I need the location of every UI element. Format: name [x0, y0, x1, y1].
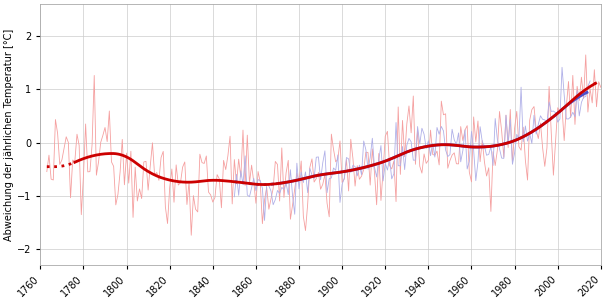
Y-axis label: Abweichung der jährlichen Temperatur [°C]: Abweichung der jährlichen Temperatur [°C… — [4, 28, 14, 241]
